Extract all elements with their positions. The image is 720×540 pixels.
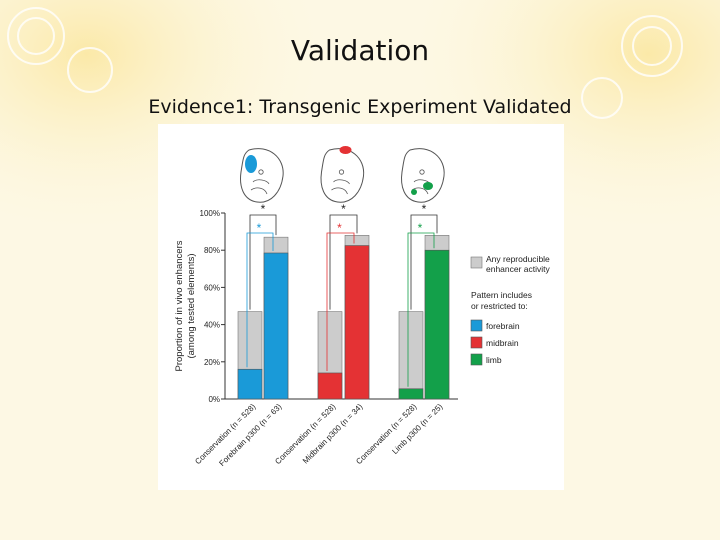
legend-swatch-forebrain bbox=[470, 319, 483, 332]
y-axis: 0% 20% 40% 60% 80% 100% Proportion of in vivo … bbox=[174, 209, 458, 404]
forelimb-highlight bbox=[423, 182, 433, 190]
x-tick-labels: Conservation (n = 528)Forebrain p300 (n … bbox=[193, 402, 444, 468]
decorative-circles-right bbox=[581, 15, 683, 119]
bracket-reproducible bbox=[249, 214, 277, 310]
bar-forebrain bbox=[237, 368, 263, 400]
legend-label-reproducible-line2: enhancer activity bbox=[486, 264, 551, 274]
legend-swatch-midbrain bbox=[470, 336, 483, 349]
bar-midbrain bbox=[317, 372, 343, 400]
decorative-circles-left bbox=[7, 7, 113, 93]
forebrain-highlight bbox=[245, 155, 257, 173]
y-tick-label: 60% bbox=[204, 283, 220, 292]
legend-swatch-limb bbox=[470, 353, 483, 366]
legend-pattern-header-line2: or restricted to: bbox=[471, 301, 528, 311]
embryo-icons bbox=[240, 146, 445, 203]
embryo-arches bbox=[250, 179, 270, 195]
bracket-midbrain bbox=[326, 232, 355, 371]
bar-midbrain bbox=[344, 245, 370, 400]
y-tick-label: 100% bbox=[200, 209, 220, 218]
stacked-bar-chart: 0% 20% 40% 60% 80% 100% Proportion of in vivo … bbox=[174, 146, 551, 468]
bar-forebrain bbox=[263, 252, 289, 400]
embryo-eye bbox=[419, 169, 425, 175]
significance-star-midbrain: * bbox=[337, 221, 342, 235]
hindlimb-highlight bbox=[411, 189, 417, 195]
y-axis-label-line2: (among tested elements) bbox=[186, 253, 197, 358]
embryo-outline bbox=[401, 148, 445, 203]
bracket-reproducible bbox=[410, 214, 438, 310]
embryo-outline bbox=[320, 148, 365, 203]
legend-label-forebrain: forebrain bbox=[486, 321, 520, 331]
embryo-arches bbox=[331, 179, 350, 195]
legend-pattern-header: Pattern includes bbox=[471, 290, 532, 300]
bar-limb bbox=[424, 249, 450, 400]
y-tick-label: 0% bbox=[208, 395, 220, 404]
bracket-forebrain bbox=[246, 232, 274, 368]
bars bbox=[237, 235, 450, 400]
legend-swatch-reproducible bbox=[470, 256, 483, 269]
limb-embryo-icon bbox=[401, 148, 445, 203]
significance-brackets: * * * * * * bbox=[246, 202, 438, 387]
significance-star: * bbox=[422, 202, 427, 216]
slide-subtitle: Evidence1: Transgenic Experiment Validat… bbox=[148, 96, 572, 118]
forebrain-embryo-icon bbox=[240, 148, 284, 203]
bar-limb bbox=[398, 388, 424, 400]
bracket-reproducible bbox=[329, 214, 358, 310]
significance-star-limb: * bbox=[418, 221, 423, 235]
midbrain-highlight bbox=[339, 146, 352, 154]
bar-reproducible bbox=[398, 311, 424, 400]
y-axis-label: Proportion of in vivo enhancers bbox=[174, 240, 185, 371]
bracket-limb bbox=[407, 232, 435, 387]
slide-title: Validation bbox=[290, 34, 430, 67]
significance-star-forebrain: * bbox=[257, 221, 262, 235]
significance-star: * bbox=[341, 202, 346, 216]
midbrain-embryo-icon bbox=[320, 146, 365, 203]
y-tick-label: 20% bbox=[204, 358, 220, 367]
legend-label-limb: limb bbox=[486, 355, 502, 365]
figure-panel: 0% 20% 40% 60% 80% 100% Proportion of in vivo … bbox=[158, 124, 564, 490]
y-tick-label: 80% bbox=[204, 246, 220, 255]
embryo-outline bbox=[240, 148, 284, 203]
embryo-eye bbox=[338, 169, 345, 175]
y-tick-label: 40% bbox=[204, 321, 220, 330]
x-tick-label: Limb p300 (n = 25) bbox=[390, 402, 444, 456]
legend-label-reproducible: Any reproducible bbox=[486, 254, 550, 264]
significance-star: * bbox=[261, 202, 266, 216]
legend-label-midbrain: midbrain bbox=[486, 338, 519, 348]
embryo-eye bbox=[258, 169, 264, 175]
